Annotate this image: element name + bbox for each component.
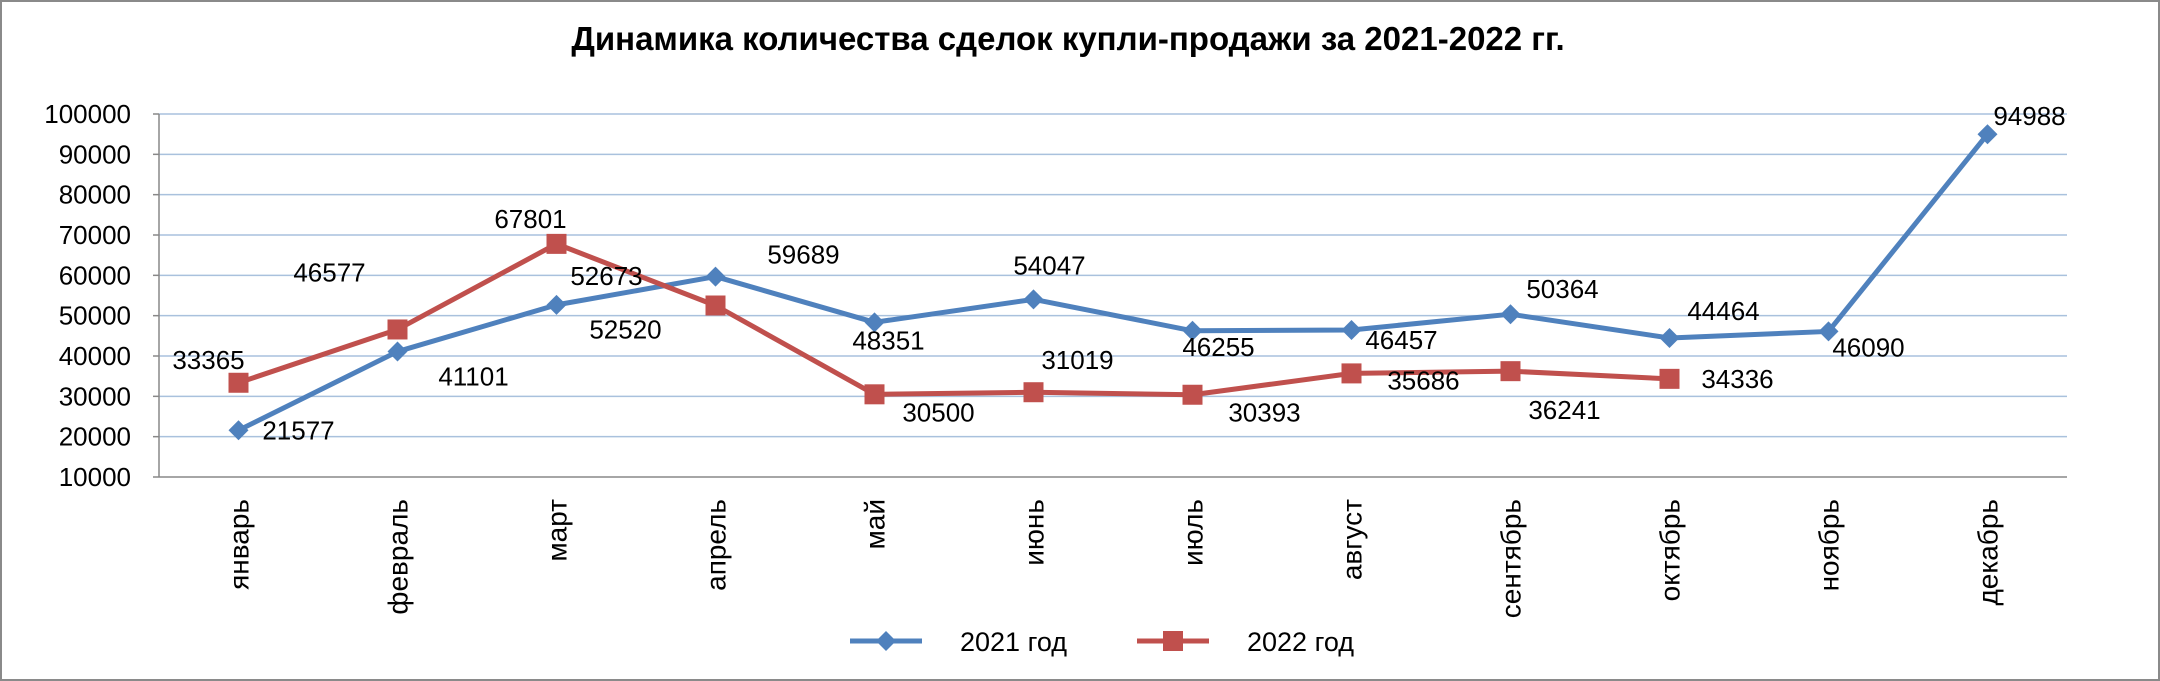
data-label: 67801 bbox=[494, 204, 566, 234]
y-tick-label: 50000 bbox=[59, 301, 131, 331]
data-label: 52673 bbox=[570, 261, 642, 291]
data-label: 50364 bbox=[1526, 274, 1598, 304]
data-point-marker bbox=[387, 319, 408, 340]
data-label: 52520 bbox=[589, 315, 661, 345]
data-point-marker bbox=[705, 295, 726, 316]
legend-label: 2022 год bbox=[1247, 627, 1354, 657]
data-point-marker bbox=[1023, 382, 1044, 403]
legend-label: 2021 год bbox=[960, 627, 1067, 657]
data-label: 44464 bbox=[1687, 296, 1759, 326]
series-markers bbox=[228, 124, 1998, 441]
data-labels: 21577 41101 52673 59689 48351 54047 46255 46457… bbox=[172, 101, 2065, 445]
x-tick-label: август bbox=[1337, 499, 1368, 580]
data-label: 46090 bbox=[1832, 332, 1904, 362]
x-tick-label: октябрь bbox=[1655, 499, 1686, 601]
data-point-marker bbox=[228, 420, 249, 441]
x-axis-ticks: январь февраль март апрель май июнь июль август… bbox=[224, 499, 2004, 618]
legend-item: 2022 год bbox=[1137, 627, 1354, 657]
data-label: 30393 bbox=[1228, 398, 1300, 428]
data-label: 46255 bbox=[1182, 332, 1254, 362]
series-lines bbox=[237, 132, 1990, 433]
data-point-marker bbox=[705, 266, 726, 287]
y-axis-ticks: 10000 20000 30000 40000 50000 60000 70000 80000… bbox=[44, 99, 131, 492]
y-tick-label: 10000 bbox=[59, 462, 131, 492]
legend-item: 2021 год bbox=[850, 627, 1067, 657]
data-point-marker bbox=[864, 384, 885, 405]
data-point-marker bbox=[228, 372, 249, 393]
y-tick-label: 20000 bbox=[59, 422, 131, 452]
series-line bbox=[237, 241, 1670, 398]
data-point-marker bbox=[1818, 321, 1839, 342]
data-label: 33365 bbox=[172, 345, 244, 375]
y-tick-label: 60000 bbox=[59, 260, 131, 290]
y-tick-label: 40000 bbox=[59, 341, 131, 371]
y-tick-label: 100000 bbox=[44, 99, 131, 129]
x-tick-label: февраль bbox=[383, 499, 414, 615]
data-point-marker bbox=[546, 233, 567, 254]
x-tick-label: январь bbox=[224, 499, 255, 590]
data-label: 46457 bbox=[1365, 325, 1437, 355]
data-label: 36241 bbox=[1528, 395, 1600, 425]
x-tick-label: апрель bbox=[701, 499, 732, 591]
data-label: 46577 bbox=[293, 257, 365, 287]
legend-marker bbox=[1163, 631, 1183, 651]
x-tick-label: июль bbox=[1178, 499, 1209, 566]
x-tick-label: июнь bbox=[1019, 499, 1050, 566]
y-tick-label: 70000 bbox=[59, 220, 131, 250]
data-point-marker bbox=[864, 312, 885, 333]
data-point-marker bbox=[1659, 368, 1680, 389]
data-label: 35686 bbox=[1387, 365, 1459, 395]
y-tick-label: 30000 bbox=[59, 381, 131, 411]
data-label: 54047 bbox=[1013, 250, 1085, 280]
axes bbox=[153, 113, 2067, 478]
y-tick-label: 80000 bbox=[59, 180, 131, 210]
data-label: 21577 bbox=[262, 415, 334, 445]
legend-marker bbox=[876, 631, 896, 651]
x-tick-label: ноябрь bbox=[1814, 499, 1845, 591]
data-point-marker bbox=[1023, 289, 1044, 310]
data-label: 48351 bbox=[852, 325, 924, 355]
data-label: 59689 bbox=[767, 240, 839, 270]
x-tick-label: декабрь bbox=[1973, 499, 2004, 606]
data-label: 41101 bbox=[438, 362, 508, 392]
chart-title: Динамика количества сделок купли-продажи… bbox=[571, 20, 1564, 57]
data-point-marker bbox=[1182, 384, 1203, 405]
data-point-marker bbox=[387, 341, 408, 362]
data-point-marker bbox=[1500, 361, 1521, 382]
data-point-marker bbox=[1182, 320, 1203, 341]
x-tick-label: май bbox=[860, 499, 891, 549]
data-label: 30500 bbox=[902, 397, 974, 427]
data-label: 34336 bbox=[1701, 364, 1773, 394]
data-label: 94988 bbox=[1993, 101, 2065, 131]
data-label: 31019 bbox=[1041, 345, 1113, 375]
legend: 2021 год 2022 год bbox=[850, 627, 1354, 657]
x-tick-label: сентябрь bbox=[1496, 499, 1527, 618]
data-point-marker bbox=[1659, 327, 1680, 348]
data-point-marker bbox=[1341, 363, 1362, 384]
x-tick-label: март bbox=[542, 499, 573, 562]
data-point-marker bbox=[1500, 304, 1521, 325]
data-point-marker bbox=[1341, 319, 1362, 340]
y-tick-label: 90000 bbox=[59, 139, 131, 169]
series-line bbox=[237, 132, 1990, 433]
grid bbox=[159, 113, 2067, 438]
data-point-marker bbox=[546, 294, 567, 315]
data-point-marker bbox=[1977, 124, 1998, 145]
